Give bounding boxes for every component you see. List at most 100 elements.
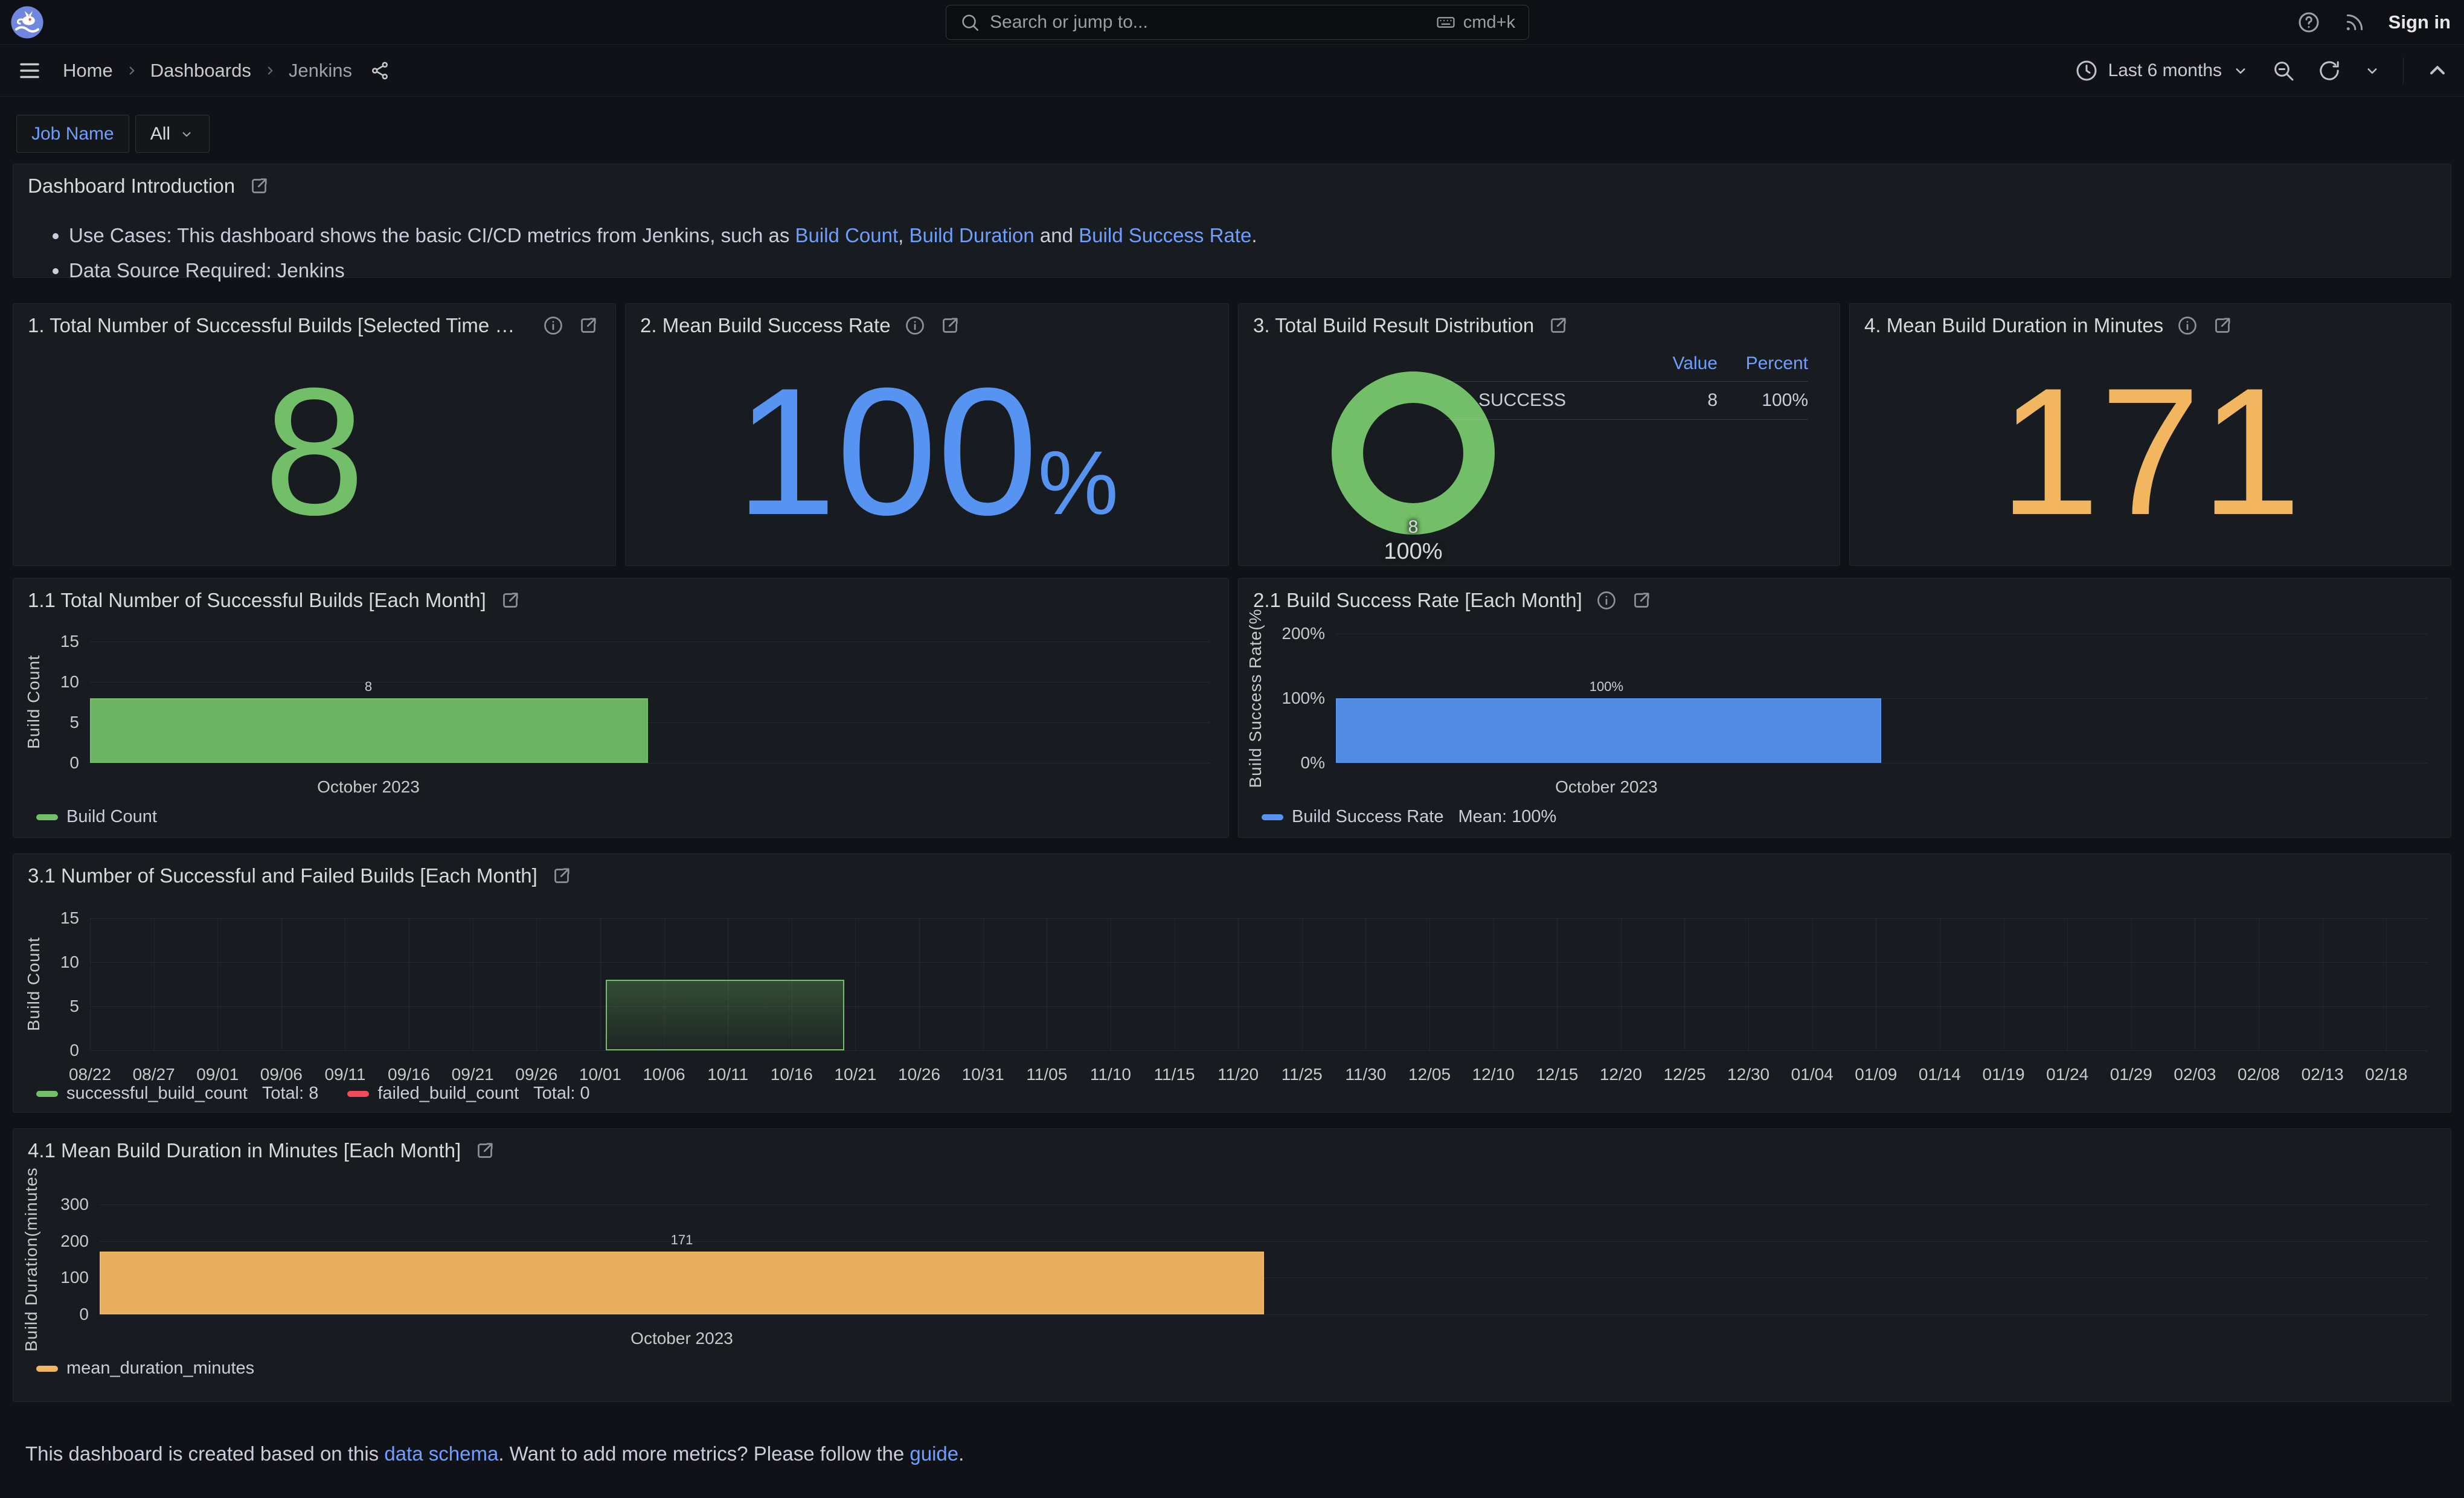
legend-label: failed_build_count xyxy=(377,1084,519,1103)
guide-link[interactable]: guide xyxy=(910,1442,959,1465)
zoom-out-icon[interactable] xyxy=(2271,59,2296,83)
external-link-icon[interactable] xyxy=(474,1140,496,1162)
info-icon[interactable] xyxy=(542,315,564,336)
panel-title[interactable]: 3.1 Number of Successful and Failed Buil… xyxy=(28,864,537,887)
y-tick-label: 5 xyxy=(69,713,79,731)
external-link-icon[interactable] xyxy=(1547,315,1569,336)
breadcrumb-dashboards[interactable]: Dashboards xyxy=(150,60,251,81)
search-placeholder: Search or jump to... xyxy=(990,12,1148,32)
external-link-icon[interactable] xyxy=(577,315,599,336)
refresh-interval-chevron-icon[interactable] xyxy=(2363,62,2381,80)
external-link-icon[interactable] xyxy=(939,315,961,336)
panel-title[interactable]: 1. Total Number of Successful Builds [Se… xyxy=(28,314,529,336)
y-tick-label: 0 xyxy=(69,753,79,772)
top-nav-bar: Search or jump to... cmd+k Sign in xyxy=(0,0,2464,45)
legend-item[interactable]: Build Success Rate Mean: 100% xyxy=(1262,807,1556,827)
build-duration-link[interactable]: Build Duration xyxy=(909,224,1035,246)
panel-build-success-rate-each-month: 2.1 Build Success Rate [Each Month] Buil… xyxy=(1238,578,2451,838)
x-tick-label: 01/24 xyxy=(2046,1065,2089,1084)
help-icon[interactable] xyxy=(2297,10,2321,34)
x-tick-label: 09/11 xyxy=(324,1065,366,1084)
panel-title[interactable]: 4.1 Mean Build Duration in Minutes [Each… xyxy=(28,1139,461,1162)
gridline xyxy=(1336,698,2428,699)
bar-value-label: 171 xyxy=(670,1232,693,1248)
panel-title[interactable]: 1.1 Total Number of Successful Builds [E… xyxy=(28,589,486,611)
bar-chart: 0% 100% 200% October 2023 100% xyxy=(1282,624,2428,796)
gridline xyxy=(90,641,1210,642)
panel-mean-build-duration-each-month: 4.1 Mean Build Duration in Minutes [Each… xyxy=(13,1128,2451,1402)
y-tick-label: 15 xyxy=(60,908,79,927)
external-link-icon[interactable] xyxy=(499,590,521,611)
donut-value: 8 xyxy=(1408,517,1419,537)
time-range-picker[interactable]: Last 6 months xyxy=(2074,59,2250,83)
chart-legend: Build Count xyxy=(36,807,157,827)
x-tick-label: 09/21 xyxy=(451,1065,494,1084)
panel-successful-failed-builds-each-month: 3.1 Number of Successful and Failed Buil… xyxy=(13,853,2451,1113)
gridline xyxy=(90,722,1210,723)
gridline xyxy=(1684,918,1686,1050)
external-link-icon[interactable] xyxy=(2212,315,2233,336)
bar xyxy=(100,1252,1264,1314)
info-icon[interactable] xyxy=(904,315,926,336)
y-axis-label: Build Duration(minutes xyxy=(22,1167,40,1352)
data-schema-link[interactable]: data schema xyxy=(384,1442,499,1465)
info-icon[interactable] xyxy=(2177,315,2198,336)
bar xyxy=(606,980,845,1050)
search-input[interactable]: Search or jump to... cmd+k xyxy=(946,5,1529,40)
panel-title[interactable]: Dashboard Introduction xyxy=(28,175,236,197)
x-tick-label: 10/31 xyxy=(961,1065,1004,1084)
info-icon[interactable] xyxy=(1596,590,1617,611)
share-icon[interactable] xyxy=(369,60,391,82)
grafana-logo[interactable] xyxy=(10,5,45,40)
gridline xyxy=(90,918,2428,919)
refresh-icon[interactable] xyxy=(2317,59,2341,83)
gridline xyxy=(2067,918,2068,1050)
gridline xyxy=(983,918,984,1050)
chevron-right-icon xyxy=(262,63,278,79)
news-rss-icon[interactable] xyxy=(2343,10,2367,34)
legend-swatch xyxy=(347,1090,370,1097)
y-tick-label: 10 xyxy=(60,672,79,691)
legend-item[interactable]: failed_build_count Total: 0 xyxy=(347,1084,590,1104)
legend-col-percent[interactable]: Percent xyxy=(1745,353,1808,373)
chevron-down-icon xyxy=(179,126,194,142)
legend-swatch xyxy=(36,1365,58,1372)
panel-title[interactable]: 3. Total Build Result Distribution xyxy=(1253,314,1535,336)
legend-item[interactable]: Build Count xyxy=(36,807,157,827)
panel-title[interactable]: 2. Mean Build Success Rate xyxy=(640,314,891,336)
gridline xyxy=(600,918,601,1050)
bar-chart: 0 100 200 300 October 2023 171 xyxy=(60,1195,2428,1348)
job-name-filter-dropdown[interactable]: All xyxy=(135,115,210,153)
legend-col-value[interactable]: Value xyxy=(1672,353,1718,373)
build-success-rate-link[interactable]: Build Success Rate xyxy=(1079,224,1252,246)
menu-icon[interactable] xyxy=(17,58,42,83)
job-name-filter-label[interactable]: Job Name xyxy=(16,115,129,153)
y-tick-label: 200 xyxy=(60,1231,89,1250)
collapse-chevron-up-icon[interactable] xyxy=(2425,59,2450,83)
y-tick-label: 0% xyxy=(1300,753,1325,772)
external-link-icon[interactable] xyxy=(1631,590,1652,611)
x-tick-label: October 2023 xyxy=(630,1329,733,1348)
legend-item[interactable]: successful_build_count Total: 8 xyxy=(36,1084,318,1104)
panel-successful-builds-each-month: 1.1 Total Number of Successful Builds [E… xyxy=(13,578,1229,838)
gridline xyxy=(1365,918,1367,1050)
panel-title[interactable]: 2.1 Build Success Rate [Each Month] xyxy=(1253,589,1582,611)
legend-item[interactable]: mean_duration_minutes xyxy=(36,1358,254,1378)
panel-title[interactable]: 4. Mean Build Duration in Minutes xyxy=(1864,314,2164,336)
external-link-icon[interactable] xyxy=(248,175,270,197)
breadcrumb-home[interactable]: Home xyxy=(63,60,113,81)
y-tick-label: 100% xyxy=(1282,689,1325,707)
build-count-link[interactable]: Build Count xyxy=(795,224,899,246)
external-link-icon[interactable] xyxy=(551,865,573,887)
legend-row-success[interactable]: SUCCESS 8 100% xyxy=(1446,381,1808,420)
stat-unit: % xyxy=(1038,431,1118,533)
y-axis-label: Build Count xyxy=(24,937,43,1031)
gridline xyxy=(90,682,1210,683)
gridline xyxy=(1748,918,1750,1050)
sign-in-button[interactable]: Sign in xyxy=(2388,11,2451,33)
gridline xyxy=(281,918,282,1050)
gridline xyxy=(217,918,219,1050)
gridline xyxy=(2131,918,2132,1050)
panel-mean-build-duration: 4. Mean Build Duration in Minutes 171 xyxy=(1849,303,2451,566)
bar-chart: 0 5 10 15 08/22 08/27 09/01 09/06 09/11 09/16 09/2… xyxy=(60,908,2428,1084)
